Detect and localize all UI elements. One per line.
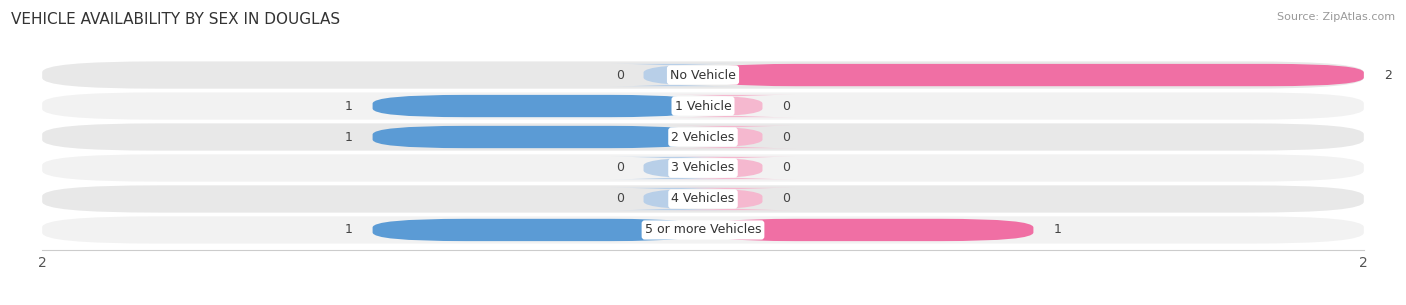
Text: 1: 1 <box>344 99 353 113</box>
FancyBboxPatch shape <box>373 126 703 148</box>
FancyBboxPatch shape <box>669 95 796 117</box>
FancyBboxPatch shape <box>669 157 796 179</box>
FancyBboxPatch shape <box>373 219 703 241</box>
Text: 0: 0 <box>782 161 790 174</box>
Text: 1: 1 <box>344 131 353 144</box>
FancyBboxPatch shape <box>373 95 703 117</box>
FancyBboxPatch shape <box>42 185 1364 213</box>
Text: 0: 0 <box>782 192 790 206</box>
FancyBboxPatch shape <box>703 64 1364 86</box>
Text: 0: 0 <box>616 161 624 174</box>
FancyBboxPatch shape <box>703 219 1033 241</box>
FancyBboxPatch shape <box>42 216 1364 244</box>
Text: 0: 0 <box>782 99 790 113</box>
Text: 2 Vehicles: 2 Vehicles <box>672 131 734 144</box>
FancyBboxPatch shape <box>669 126 796 148</box>
FancyBboxPatch shape <box>669 188 796 210</box>
FancyBboxPatch shape <box>42 61 1364 89</box>
Text: 0: 0 <box>782 131 790 144</box>
Text: 1 Vehicle: 1 Vehicle <box>675 99 731 113</box>
Text: 0: 0 <box>616 192 624 206</box>
FancyBboxPatch shape <box>42 154 1364 181</box>
FancyBboxPatch shape <box>610 157 737 179</box>
Text: 3 Vehicles: 3 Vehicles <box>672 161 734 174</box>
Text: 1: 1 <box>1053 224 1062 236</box>
Text: Source: ZipAtlas.com: Source: ZipAtlas.com <box>1277 12 1395 22</box>
Legend: Male, Female: Male, Female <box>633 303 773 305</box>
Text: VEHICLE AVAILABILITY BY SEX IN DOUGLAS: VEHICLE AVAILABILITY BY SEX IN DOUGLAS <box>11 12 340 27</box>
Text: 0: 0 <box>616 69 624 81</box>
FancyBboxPatch shape <box>42 92 1364 120</box>
Text: 2: 2 <box>1384 69 1392 81</box>
Text: 1: 1 <box>344 224 353 236</box>
FancyBboxPatch shape <box>610 188 737 210</box>
Text: 5 or more Vehicles: 5 or more Vehicles <box>645 224 761 236</box>
FancyBboxPatch shape <box>610 64 737 86</box>
Text: 4 Vehicles: 4 Vehicles <box>672 192 734 206</box>
Text: No Vehicle: No Vehicle <box>671 69 735 81</box>
FancyBboxPatch shape <box>42 124 1364 151</box>
